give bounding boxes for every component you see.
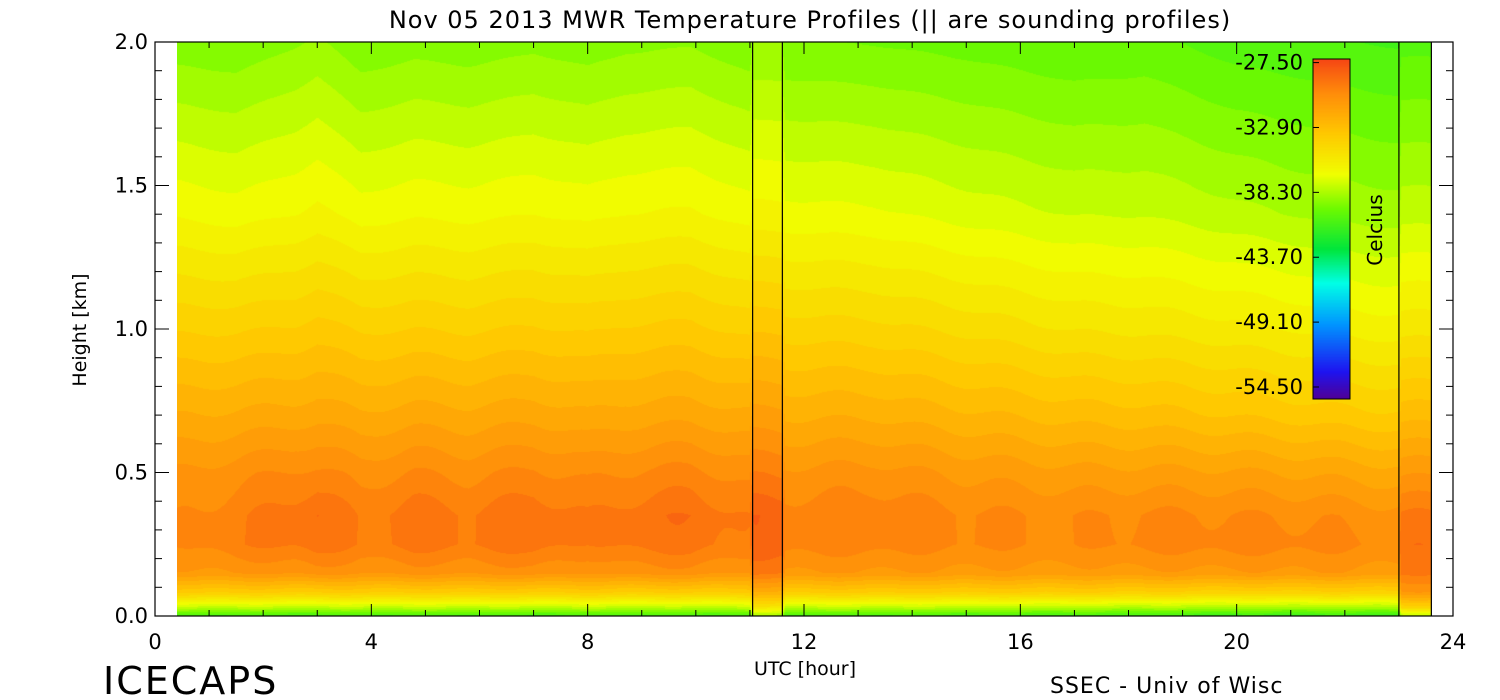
y-axis: 0.0 0.5 1.0 1.5 2.0 <box>115 30 1453 628</box>
colorbar-label: Celcius <box>1363 194 1387 265</box>
credit-text: SSEC - Univ of Wisc <box>1050 674 1283 699</box>
colorbar-tick-label: -32.90 <box>1235 115 1303 139</box>
x-tick-label: 0 <box>148 630 161 654</box>
temperature-heatmap <box>177 42 1431 616</box>
x-tick-label: 20 <box>1223 630 1250 654</box>
heatmap-image <box>177 42 1431 616</box>
y-tick-label: 0.0 <box>115 604 148 628</box>
y-tick-label: 1.5 <box>115 174 148 198</box>
colorbar-gradient-image <box>1313 59 1350 399</box>
x-tick-label: 24 <box>1440 630 1467 654</box>
y-tick-label: 2.0 <box>115 30 148 54</box>
sounding-profile-markers <box>752 42 1432 616</box>
colorbar-tick-labels: -27.50 -32.90 -38.30 -43.70 -49.10 -54.50 <box>1235 51 1319 399</box>
x-tick-label: 16 <box>1007 630 1034 654</box>
y-axis-label: Height [km] <box>69 273 91 386</box>
x-tick-label: 12 <box>791 630 818 654</box>
x-tick-label: 8 <box>581 630 594 654</box>
colorbar-tick-label: -27.50 <box>1235 51 1303 75</box>
icecaps-logo-text: ICECAPS <box>103 659 278 700</box>
colorbar-tick-label: -54.50 <box>1235 375 1303 399</box>
colorbar-gradient <box>1313 59 1350 399</box>
colorbar-tick-label: -43.70 <box>1235 245 1303 269</box>
colorbar-frame <box>1312 58 1351 400</box>
x-axis: 0 4 8 12 16 20 24 <box>148 42 1466 654</box>
y-tick-label: 1.0 <box>115 317 148 341</box>
colorbar-tick-label: -49.10 <box>1235 310 1303 334</box>
colorbar: -27.50 -32.90 -38.30 -43.70 -49.10 -54.50 Cel… <box>1235 51 1387 400</box>
x-tick-label: 4 <box>365 630 378 654</box>
colorbar-tick-label: -38.30 <box>1235 180 1303 204</box>
x-axis-label: UTC [hour] <box>754 658 856 680</box>
y-tick-label: 0.5 <box>115 461 148 485</box>
chart-title: Nov 05 2013 MWR Temperature Profiles (||… <box>389 6 1231 34</box>
